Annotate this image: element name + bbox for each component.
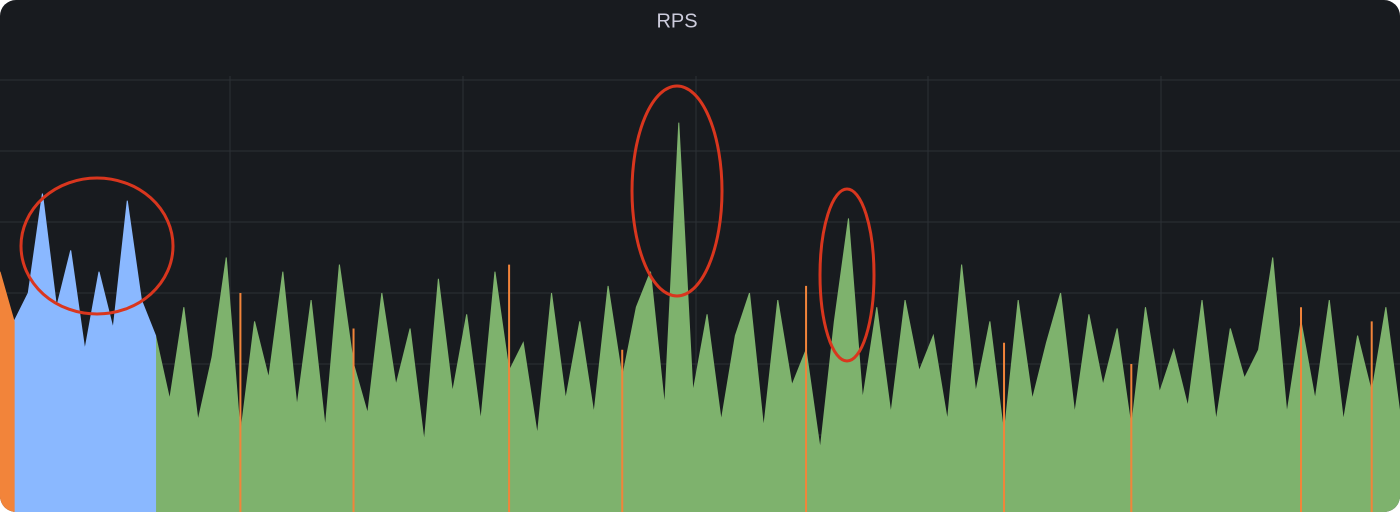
panel-title: RPS — [656, 10, 697, 32]
highlight-ellipse — [818, 187, 876, 363]
highlight-ellipse — [630, 84, 724, 298]
highlight-ellipse — [19, 176, 175, 316]
area — [13, 193, 157, 512]
grid — [0, 76, 1400, 512]
area — [0, 271, 15, 512]
annotations — [19, 84, 876, 363]
plot — [0, 122, 1400, 512]
area — [155, 122, 1400, 512]
